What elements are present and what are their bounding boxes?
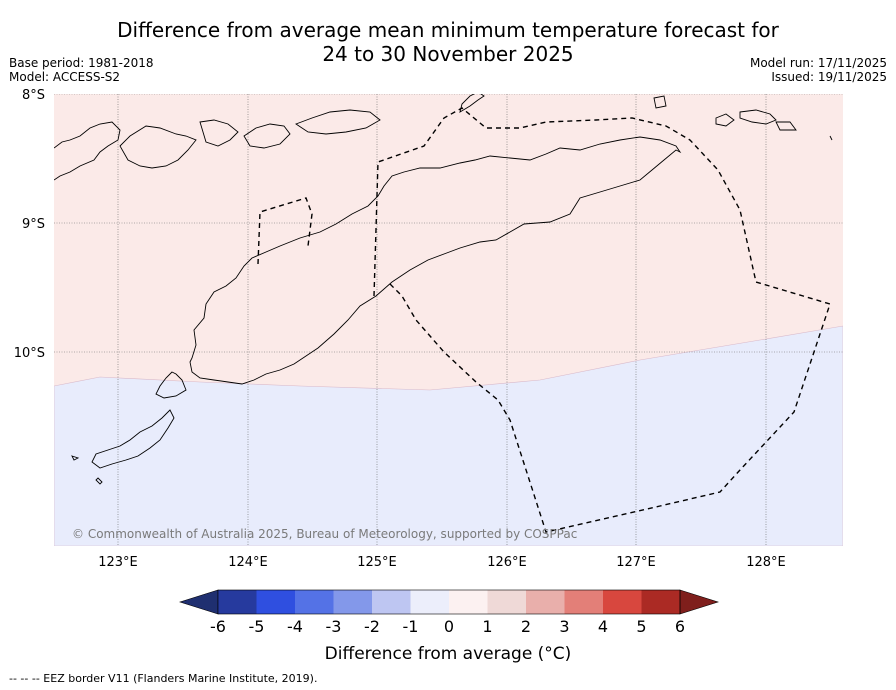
- eez-oecusse: [257, 197, 313, 265]
- islet-2: [71, 455, 80, 461]
- colorbar-bin: [487, 590, 526, 614]
- model-name: Model: ACCESS-S2: [9, 70, 121, 84]
- footer-note: -- -- -- EEZ border V11 (Flanders Marine…: [9, 672, 318, 685]
- lon-label-125e: 125°E: [357, 555, 397, 570]
- colorbar-bin: [449, 590, 488, 614]
- colorbar-frame: [217, 589, 681, 615]
- eez-borders: [257, 107, 831, 533]
- base-period: Base period: 1981-2018: [9, 56, 154, 70]
- colorbar-tick-label: 5: [636, 617, 646, 636]
- colorbar-bin: [372, 590, 411, 614]
- colorbar: [179, 589, 719, 615]
- colorbar-tick-label: 6: [675, 617, 685, 636]
- coastlines: [54, 94, 833, 485]
- colorbar-tick-label: 1: [482, 617, 492, 636]
- islet-east: [829, 135, 833, 141]
- colorbar-bin: [256, 590, 295, 614]
- map-area: © Commonwealth of Australia 2025, Bureau…: [54, 94, 843, 546]
- colorbar-label: Difference from average (°C): [325, 644, 572, 664]
- northern-islands-3: [199, 119, 239, 147]
- colorbar-ticks: -6 -5 -4 -3 -2 -1 0 1 2 3 4 5 6: [210, 617, 685, 636]
- island-east-3: [739, 109, 777, 125]
- lon-labels: 123°E 124°E 125°E 126°E 127°E 128°E: [98, 555, 786, 570]
- timor-island-coast: [189, 136, 682, 385]
- meta-left: Base period: 1981-2018 Model: ACCESS-S2: [9, 56, 154, 84]
- colorbar-tick-label: 3: [559, 617, 569, 636]
- colorbar-bin: [218, 590, 257, 614]
- region-cool: [54, 325, 843, 546]
- meta-right: Model run: 17/11/2025 Issued: 19/11/2025: [750, 56, 887, 84]
- title-line-1: Difference from average mean minimum tem…: [117, 18, 779, 42]
- lon-label-126e: 126°E: [487, 555, 527, 570]
- colorbar-tick-label: -4: [287, 617, 303, 636]
- lon-label-128e: 128°E: [746, 555, 786, 570]
- colorbar-tick-label: 0: [444, 617, 454, 636]
- small-island-south: [155, 371, 187, 399]
- lat-label-8s: 8°S: [22, 88, 45, 103]
- lat-label-9s: 9°S: [22, 217, 45, 232]
- colorbar-tick-label: 4: [598, 617, 608, 636]
- colorbar-bin: [564, 590, 603, 614]
- colorbar-tick-label: -2: [364, 617, 380, 636]
- colorbar-bin: [333, 590, 372, 614]
- rote-island: [91, 409, 175, 469]
- copyright-note: © Commonwealth of Australia 2025, Bureau…: [72, 527, 577, 541]
- colorbar-bin: [603, 590, 642, 614]
- lat-labels: 8°S 9°S 10°S: [14, 88, 45, 361]
- colorbar-tick-label: -5: [249, 617, 265, 636]
- graticule: [54, 94, 843, 546]
- colorbar-bin: [526, 590, 565, 614]
- colorbar-tick-label: -3: [326, 617, 342, 636]
- island-east-2: [715, 113, 735, 127]
- northern-islands-2: [119, 125, 197, 169]
- lat-label-10s: 10°S: [14, 346, 45, 361]
- islet-1: [95, 477, 103, 485]
- eez-timor-leste: [373, 107, 831, 533]
- colorbar-tick-label: -1: [403, 617, 419, 636]
- wetar-island: [459, 94, 485, 113]
- northern-islands-4: [243, 123, 291, 149]
- island-east-1: [653, 95, 667, 109]
- lon-label-127e: 127°E: [616, 555, 656, 570]
- colorbar-tick-label: 2: [521, 617, 531, 636]
- issued-date: Issued: 19/11/2025: [771, 70, 887, 84]
- northern-islands-1: [54, 121, 121, 181]
- colorbar-tick-label: -6: [210, 617, 226, 636]
- title-line-2: 24 to 30 November 2025: [322, 42, 574, 66]
- colorbar-bin: [295, 590, 334, 614]
- map-title: Difference from average mean minimum tem…: [0, 18, 896, 66]
- colorbar-over-arrow: [679, 589, 719, 615]
- model-run: Model run: 17/11/2025: [749, 56, 887, 70]
- colorbar-under-arrow: [179, 589, 219, 615]
- northern-islands-5: [295, 109, 381, 135]
- colorbar-bin: [410, 590, 449, 614]
- colorbar-bin: [641, 590, 680, 614]
- lon-label-124e: 124°E: [228, 555, 268, 570]
- island-east-4: [775, 121, 797, 131]
- lon-label-123e: 123°E: [98, 555, 138, 570]
